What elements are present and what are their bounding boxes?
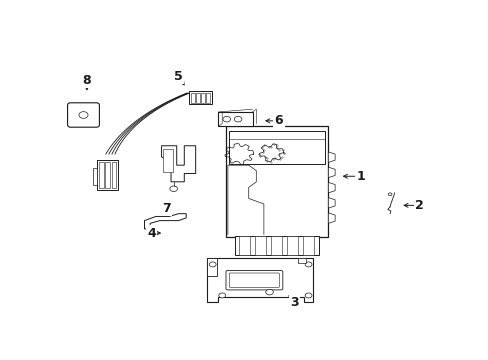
Bar [218, 112, 252, 126]
FancyBboxPatch shape [67, 103, 99, 127]
Bar [206, 93, 209, 103]
FancyBboxPatch shape [229, 273, 279, 287]
Circle shape [265, 289, 273, 295]
Polygon shape [144, 214, 186, 229]
Bar [302, 237, 313, 255]
Text: 8: 8 [82, 74, 91, 87]
Bar [201, 93, 204, 103]
Bar [235, 237, 318, 255]
Bar [191, 93, 195, 103]
Circle shape [305, 293, 311, 298]
Bar [111, 162, 116, 188]
Bar [163, 149, 173, 172]
Bar [99, 162, 104, 188]
Polygon shape [161, 146, 195, 182]
Circle shape [223, 116, 230, 122]
Bar [93, 168, 97, 185]
Bar [196, 93, 200, 103]
Text: 1: 1 [355, 170, 364, 183]
Text: 3: 3 [289, 296, 298, 309]
Polygon shape [327, 167, 334, 177]
Bar [97, 159, 118, 190]
Text: 4: 4 [147, 226, 155, 240]
Circle shape [305, 262, 311, 267]
Polygon shape [327, 198, 334, 208]
Bar [105, 162, 110, 188]
Polygon shape [297, 258, 305, 263]
Bar [270, 237, 281, 255]
Polygon shape [327, 152, 334, 162]
Circle shape [218, 293, 225, 298]
Bar [239, 237, 249, 255]
Circle shape [79, 112, 88, 118]
Bar [189, 91, 211, 104]
Bar [255, 237, 265, 255]
Bar [286, 237, 297, 255]
Text: 5: 5 [174, 70, 183, 83]
FancyBboxPatch shape [225, 270, 282, 290]
Circle shape [234, 116, 242, 122]
Bar [228, 131, 325, 164]
Text: 7: 7 [162, 202, 170, 215]
Bar [206, 258, 216, 276]
Bar [225, 126, 327, 237]
Polygon shape [327, 213, 334, 223]
Polygon shape [327, 183, 334, 193]
Polygon shape [206, 258, 312, 302]
Circle shape [387, 193, 391, 196]
Circle shape [169, 186, 177, 192]
Text: 2: 2 [414, 199, 423, 212]
Circle shape [209, 262, 216, 267]
Text: 6: 6 [274, 114, 283, 127]
